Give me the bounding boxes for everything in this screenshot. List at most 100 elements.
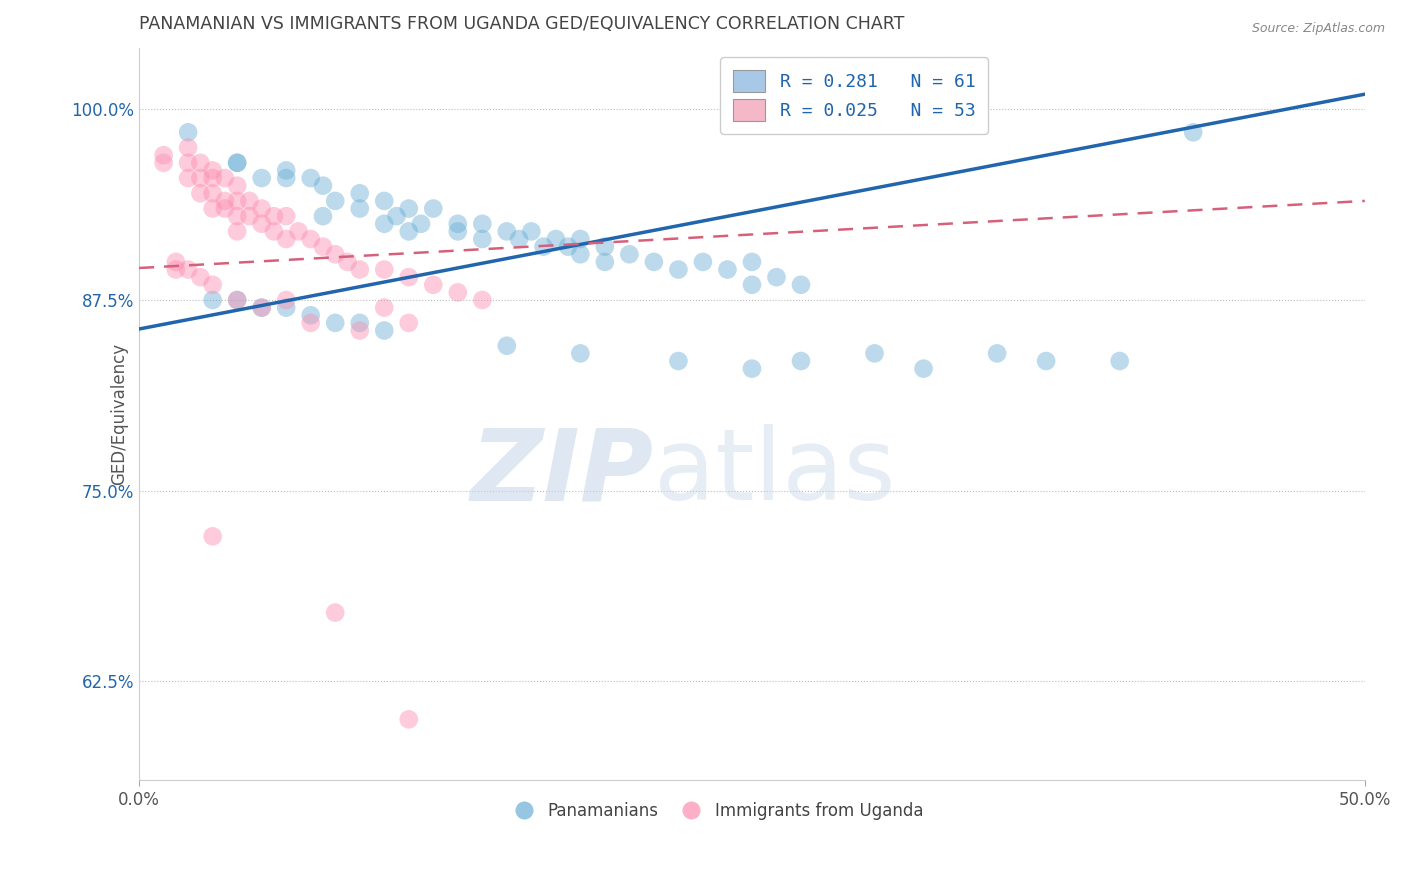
Point [299,171,322,186]
Point [692,255,714,269]
Point [533,240,555,254]
Point [323,316,346,330]
Point [1182,125,1205,139]
Point [226,224,249,238]
Point [226,194,249,208]
Point [668,354,690,368]
Point [323,194,346,208]
Point [569,247,592,261]
Point [741,255,763,269]
Point [152,156,174,170]
Point [471,232,494,246]
Point [250,301,273,315]
Point [226,293,249,307]
Point [349,262,371,277]
Point [593,240,616,254]
Point [165,262,187,277]
Point [250,171,273,186]
Point [593,255,616,269]
Point [557,240,579,254]
Point [177,262,200,277]
Point [447,285,470,300]
Point [398,316,420,330]
Point [226,156,249,170]
Point [336,255,359,269]
Point [287,224,309,238]
Point [250,202,273,216]
Point [201,163,224,178]
Point [373,262,395,277]
Point [214,202,236,216]
Point [152,148,174,162]
Point [912,361,935,376]
Point [373,217,395,231]
Point [569,346,592,360]
Point [190,270,212,285]
Point [276,301,298,315]
Point [190,171,212,186]
Point [508,232,530,246]
Point [323,247,346,261]
Point [177,156,200,170]
Point [201,186,224,201]
Point [1108,354,1130,368]
Point [238,209,260,223]
Point [214,194,236,208]
Point [495,339,517,353]
Point [250,217,273,231]
Point [312,178,335,193]
Text: PANAMANIAN VS IMMIGRANTS FROM UGANDA GED/EQUIVALENCY CORRELATION CHART: PANAMANIAN VS IMMIGRANTS FROM UGANDA GED… [139,15,904,33]
Point [398,224,420,238]
Point [447,217,470,231]
Point [716,262,738,277]
Point [214,171,236,186]
Point [299,308,322,322]
Point [226,178,249,193]
Point [790,354,813,368]
Point [986,346,1008,360]
Point [643,255,665,269]
Point [165,255,187,269]
Point [765,270,787,285]
Point [312,240,335,254]
Point [226,156,249,170]
Point [250,301,273,315]
Point [398,270,420,285]
Point [238,194,260,208]
Point [544,232,567,246]
Point [373,194,395,208]
Y-axis label: GED/Equivalency: GED/Equivalency [110,343,128,485]
Point [349,186,371,201]
Point [790,277,813,292]
Point [263,224,285,238]
Point [201,293,224,307]
Point [863,346,886,360]
Point [569,232,592,246]
Point [263,209,285,223]
Text: ZIP: ZIP [471,425,654,522]
Point [447,224,470,238]
Point [276,163,298,178]
Point [409,217,432,231]
Point [385,209,408,223]
Point [276,232,298,246]
Point [201,171,224,186]
Point [619,247,641,261]
Point [471,293,494,307]
Point [471,217,494,231]
Point [495,224,517,238]
Point [276,209,298,223]
Point [201,202,224,216]
Point [422,277,444,292]
Point [201,529,224,543]
Point [741,361,763,376]
Point [741,277,763,292]
Point [323,606,346,620]
Point [349,324,371,338]
Text: atlas: atlas [654,425,896,522]
Point [373,301,395,315]
Point [668,262,690,277]
Point [299,232,322,246]
Point [226,209,249,223]
Point [177,140,200,154]
